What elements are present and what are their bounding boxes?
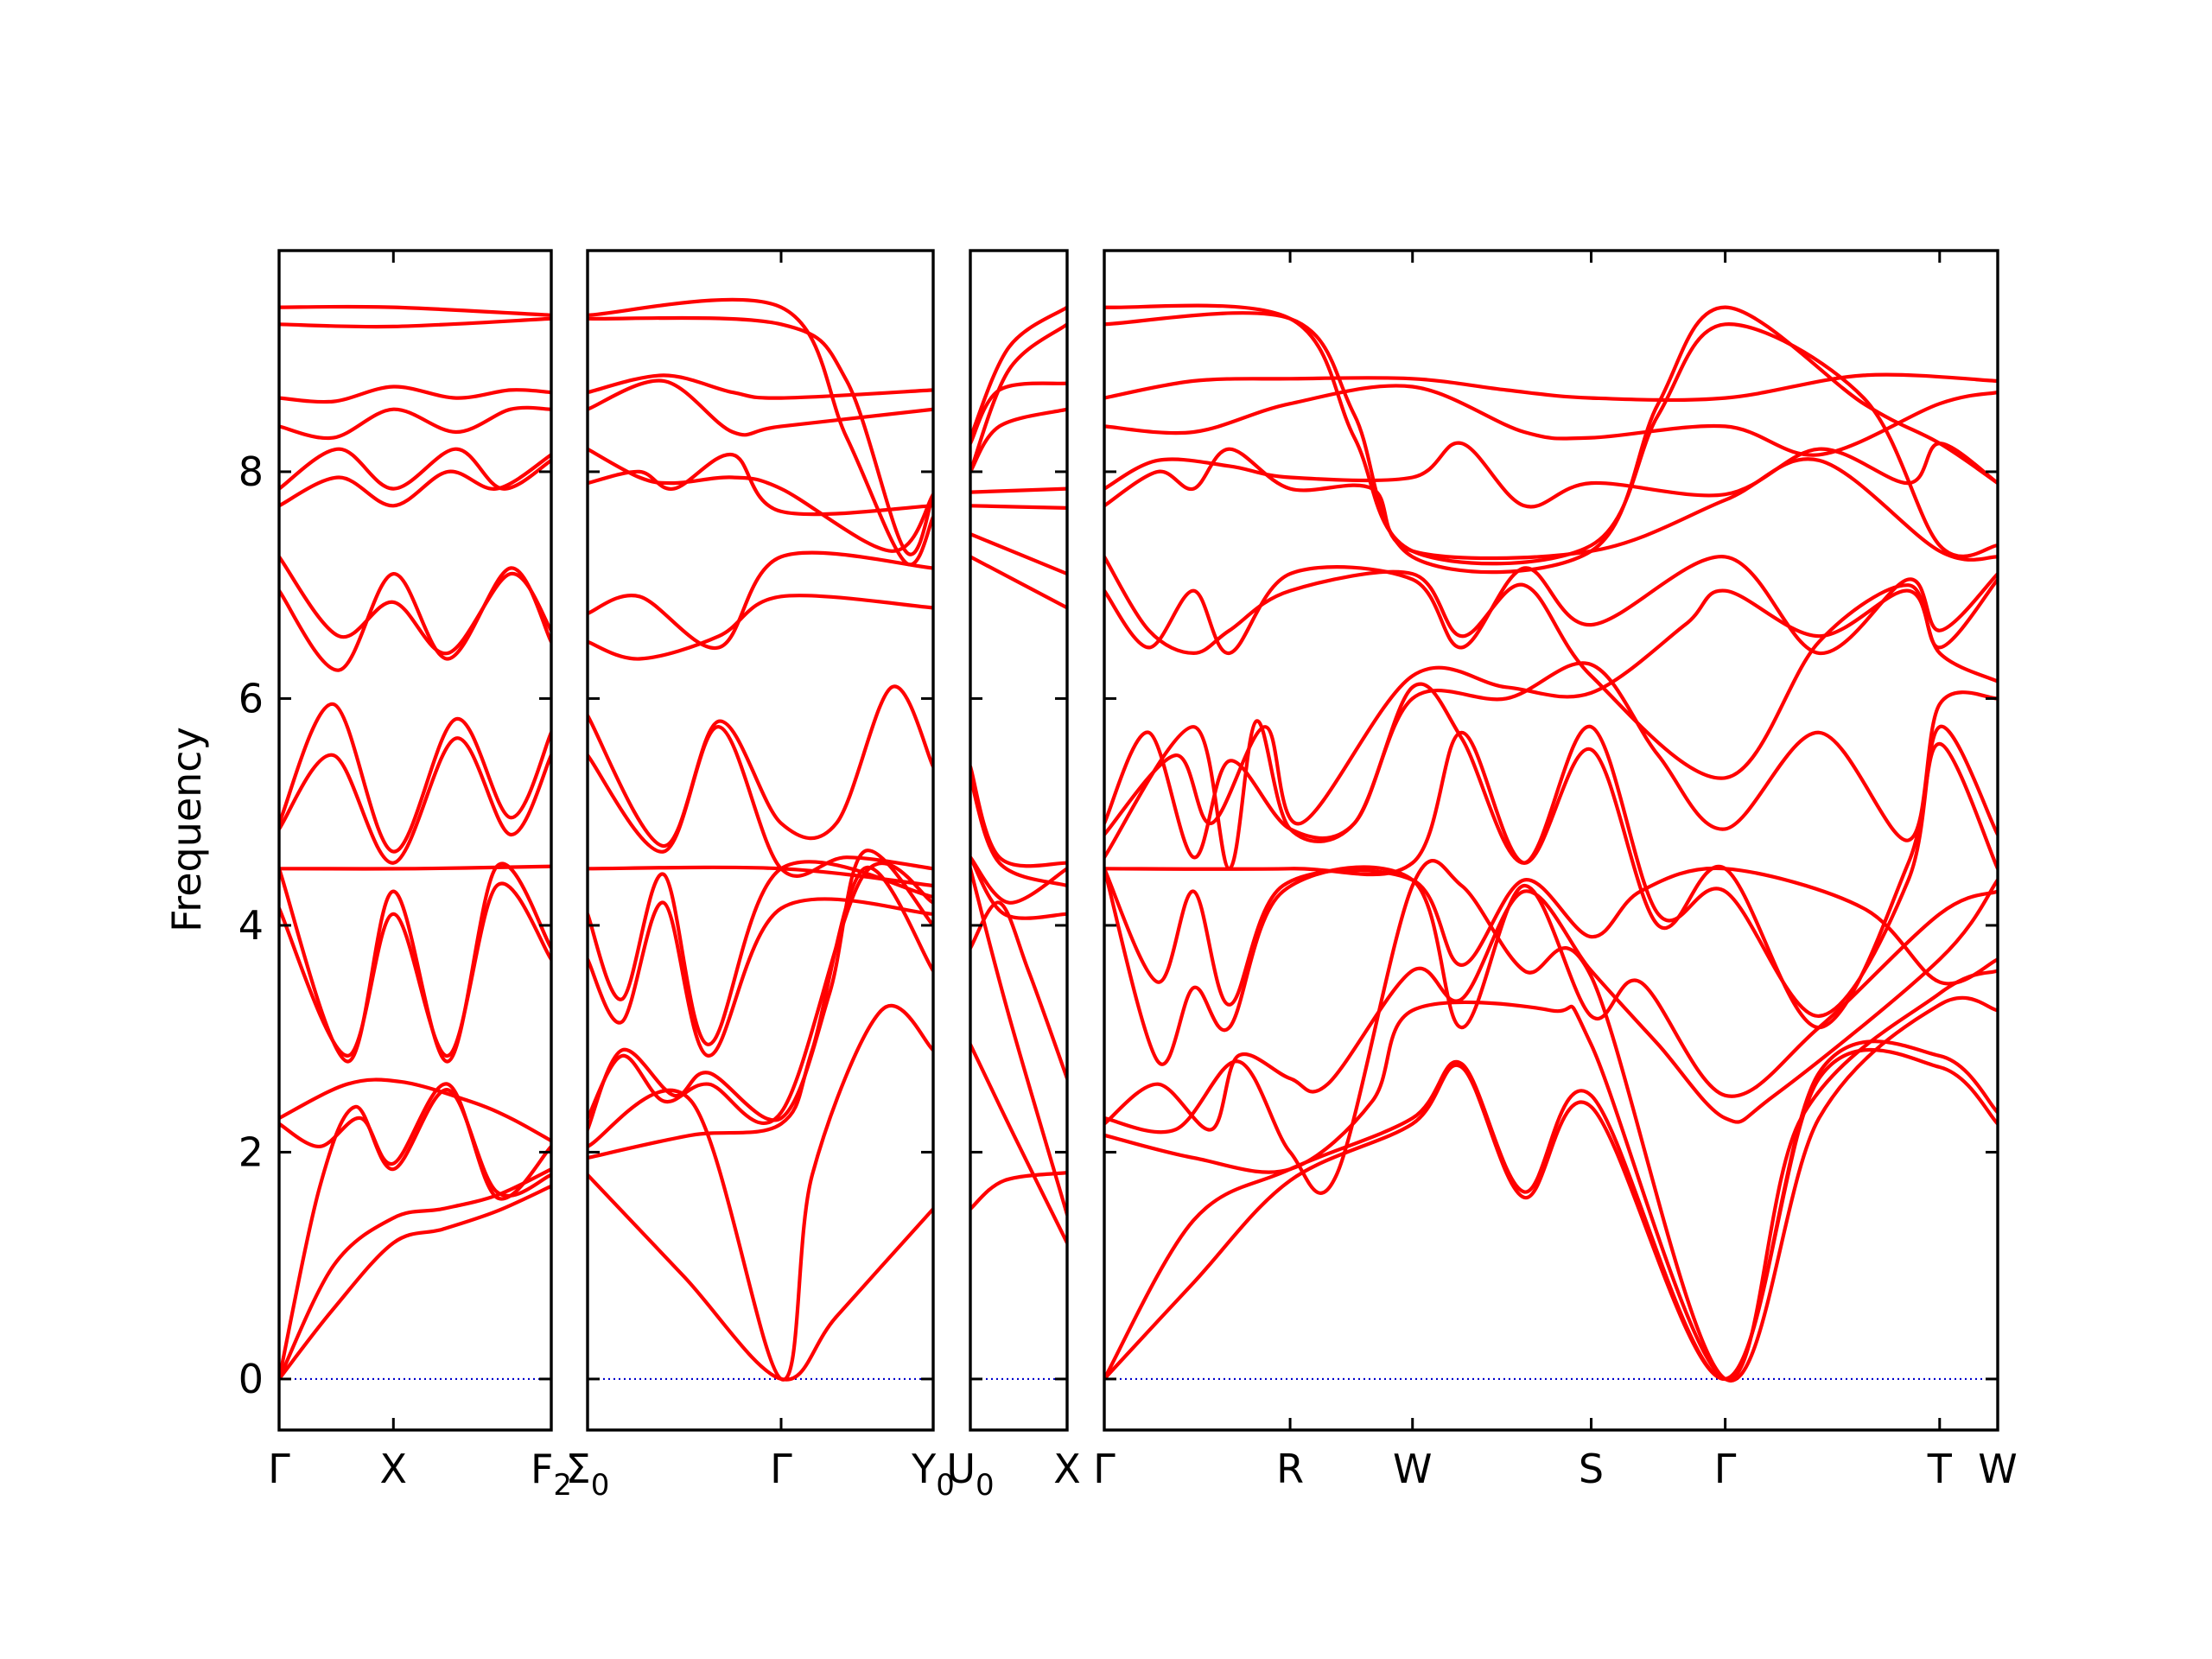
phonon-band-9 <box>970 555 1067 610</box>
phonon-band-1 <box>588 1173 933 1382</box>
phonon-band-2 <box>1104 1039 1998 1382</box>
k-point-label: W <box>1393 1446 1432 1492</box>
phonon-band-9 <box>588 725 933 878</box>
phonon-band-12 <box>588 550 933 651</box>
y-tick-label: 4 <box>238 902 264 949</box>
panel-2: Σ0 Γ Y0 <box>566 249 955 1503</box>
k-point-label: R <box>1276 1446 1304 1492</box>
band-group <box>970 305 1067 1381</box>
phonon-band-18 <box>588 297 933 567</box>
phonon-band-15 <box>588 378 933 437</box>
k-point-label: Γ <box>1093 1446 1116 1492</box>
phonon-band-5 <box>279 1077 551 1143</box>
phonon-band-2 <box>279 1167 551 1381</box>
phonon-band-3 <box>279 1088 551 1381</box>
k-point-label: Y0 <box>911 1446 955 1503</box>
k-point-label: T <box>1927 1446 1953 1492</box>
k-point-label: Γ <box>770 1446 792 1492</box>
y-tick-label: 0 <box>238 1356 264 1402</box>
phonon-band-2 <box>588 1003 933 1382</box>
phonon-band-16 <box>1104 384 1998 457</box>
phonon-band-4 <box>970 900 1067 1081</box>
phonon-band-8 <box>279 864 551 871</box>
phonon-band-9 <box>1104 682 1998 1019</box>
phonon-band-11 <box>1104 588 1998 836</box>
phonon-band-6 <box>1104 865 1998 1098</box>
phonon-band-6 <box>279 881 551 1058</box>
y-axis-label: Frequency <box>163 727 210 932</box>
phonon-band-16 <box>970 305 1067 440</box>
phonon-band-4 <box>1104 859 1998 1382</box>
phonon-band-17 <box>279 316 551 329</box>
phonon-band-18 <box>279 304 551 317</box>
phonon-band-11 <box>588 594 933 661</box>
phonon-band-15 <box>1104 441 1998 509</box>
k-point-label: F2 <box>531 1446 572 1503</box>
phonon-band-1 <box>279 1184 551 1381</box>
phonon-band-3 <box>970 867 1067 1217</box>
phonon-band-19 <box>1104 303 1998 566</box>
panel-frame <box>277 249 553 1432</box>
phonon-band-14 <box>588 447 933 553</box>
band-group <box>588 297 933 1382</box>
panel-frame <box>586 249 935 1432</box>
phonon-band-5 <box>970 855 1067 920</box>
k-point-label: S <box>1579 1446 1604 1492</box>
y-tick-label: 6 <box>238 675 264 721</box>
k-point-label: W <box>1978 1446 2017 1492</box>
phonon-band-10 <box>588 684 933 849</box>
phonon-band-11 <box>970 504 1067 510</box>
panel-1: 0 2 4 6 8 Γ X F2 <box>238 249 572 1503</box>
k-point-label: Γ <box>268 1446 290 1492</box>
k-point-label: Γ <box>1714 1446 1737 1492</box>
phonon-band-13 <box>1104 555 1998 780</box>
band-group <box>1104 303 1998 1382</box>
k-point-label: X <box>1053 1446 1081 1492</box>
panel-frame <box>1103 249 1999 1432</box>
phonon-band-7 <box>1104 866 1998 1007</box>
phonon-band-8 <box>970 765 1067 868</box>
phonon-band-6 <box>588 897 933 1058</box>
band-group <box>279 304 551 1381</box>
y-tick-label: 2 <box>238 1128 264 1175</box>
phonon-band-10 <box>279 702 551 854</box>
phonon-band-16 <box>588 373 933 400</box>
phonon-band-13 <box>970 407 1067 474</box>
phonon-band-1 <box>1104 1047 1998 1382</box>
phonon-band-10 <box>970 532 1067 576</box>
phonon-band-14 <box>279 447 551 491</box>
phonon-band-4 <box>279 1082 551 1201</box>
phonon-band-3 <box>1104 969 1998 1382</box>
phonon-band-7 <box>588 860 933 1046</box>
phonon-band-5 <box>1104 878 1998 1132</box>
k-point-label: X <box>380 1446 408 1492</box>
phonon-band-13 <box>588 453 933 517</box>
k-point-label: U0 <box>946 1446 994 1503</box>
panel-frame <box>969 249 1069 1432</box>
phonon-band-15 <box>279 405 551 441</box>
phonon-band-13 <box>279 453 551 508</box>
phonon-band-9 <box>279 736 551 865</box>
phonon-band-11 <box>279 566 551 672</box>
phonon-band-10 <box>1104 661 1998 860</box>
k-point-label: Σ0 <box>566 1446 610 1503</box>
phonon-band-12 <box>279 555 551 656</box>
y-tick-label: 8 <box>238 448 264 495</box>
phonon-band-12 <box>970 486 1067 494</box>
phonon-band-7 <box>970 776 1067 888</box>
phonon-band-17 <box>588 315 933 556</box>
phonon-band-15 <box>970 322 1067 474</box>
phonon-band-16 <box>279 385 551 404</box>
phonon-band-1 <box>970 1171 1067 1211</box>
phonon-band-2 <box>970 1042 1067 1245</box>
phonon-band-4 <box>588 849 933 1132</box>
phonon-band-6 <box>970 855 1067 905</box>
panel-3: U0 X <box>946 249 1081 1503</box>
phonon-band-12 <box>1104 555 1998 656</box>
phonon-band-8 <box>1104 730 1998 1030</box>
